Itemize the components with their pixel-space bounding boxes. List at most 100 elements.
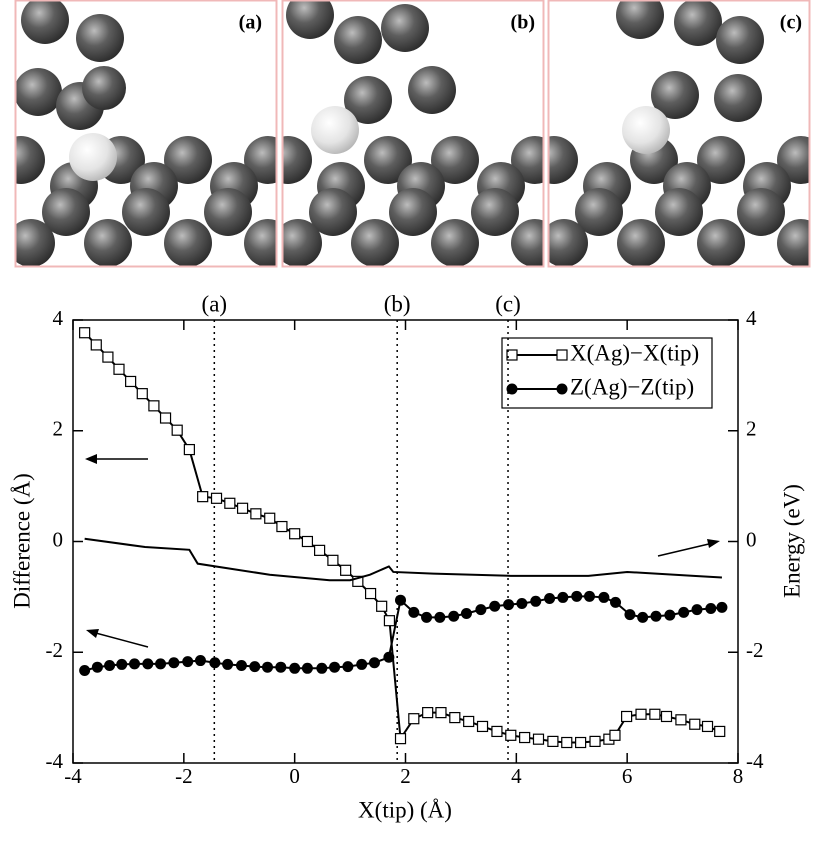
marker: [262, 661, 274, 673]
marker: [236, 502, 249, 514]
marker: [589, 735, 601, 748]
marker: [422, 707, 434, 719]
marker: [691, 604, 703, 616]
marker: [476, 720, 489, 733]
marker: [561, 736, 573, 749]
marker: [79, 327, 91, 339]
marker: [516, 598, 528, 610]
marker: [675, 714, 687, 726]
y2-tick-label: 0: [746, 527, 757, 551]
marker: [275, 661, 287, 673]
marker: [491, 725, 503, 738]
y2-axis-title: Energy (eV): [779, 484, 804, 598]
marker: [421, 611, 433, 623]
marker: [148, 400, 160, 412]
marker: [171, 424, 183, 436]
marker: [408, 606, 420, 618]
x-tick-label: 2: [400, 764, 411, 788]
marker: [557, 591, 569, 603]
panel-c: [549, 1, 809, 266]
annotation-label: (a): [202, 291, 228, 316]
marker: [91, 661, 103, 673]
marker: [532, 733, 545, 745]
marker: [575, 736, 587, 749]
marker: [624, 609, 636, 621]
y2-tick-label: -2: [746, 638, 764, 662]
marker: [503, 599, 515, 611]
marker: [113, 363, 125, 375]
legend-label: Z(Ag)−Z(tip): [570, 374, 694, 399]
y-tick-label: 4: [53, 306, 64, 330]
x-tick-label: 6: [622, 764, 633, 788]
marker: [368, 657, 380, 669]
x-axis-title: X(tip) (Å): [358, 797, 452, 822]
marker: [571, 590, 583, 602]
series-line: [84, 537, 722, 582]
marker: [714, 725, 726, 738]
marker: [556, 383, 568, 395]
marker: [159, 412, 172, 424]
panel-label: (c): [780, 12, 802, 34]
marker: [463, 715, 475, 728]
marker: [506, 383, 518, 395]
panel-label: (a): [239, 12, 262, 34]
y2-tick-label: 2: [746, 417, 757, 441]
y-tick-label: -4: [46, 749, 64, 773]
marker: [435, 707, 447, 719]
marker: [609, 729, 621, 741]
marker: [395, 594, 407, 606]
marker: [489, 600, 501, 612]
marker: [90, 339, 102, 351]
marker: [142, 658, 154, 670]
panel-a: [16, 1, 276, 266]
y-tick-label: 0: [53, 527, 64, 551]
marker: [264, 512, 276, 524]
x-tick-label: 0: [289, 764, 300, 788]
marker: [364, 587, 377, 600]
marker: [376, 600, 388, 612]
marker: [183, 443, 195, 456]
marker: [678, 606, 690, 618]
x-tick-label: 4: [511, 764, 522, 788]
legend: X(Ag)−X(tip) Z(Ag)−Z(tip): [501, 337, 713, 409]
marker: [129, 658, 141, 670]
marker: [610, 596, 622, 608]
marker: [701, 720, 714, 733]
marker: [182, 656, 194, 668]
marker: [289, 662, 301, 674]
y-axis-title: Difference (Å): [9, 473, 34, 609]
marker: [356, 658, 368, 670]
marker: [79, 665, 91, 677]
marker: [125, 375, 137, 388]
marker: [197, 491, 209, 503]
y2-tick-label: -4: [746, 749, 764, 773]
marker: [583, 590, 595, 602]
marker: [194, 655, 206, 667]
annotation-label: (c): [495, 291, 521, 316]
marker: [547, 735, 559, 748]
marker: [116, 658, 128, 670]
marker: [301, 535, 314, 548]
marker: [383, 651, 395, 663]
marker: [449, 711, 461, 724]
panel-frame: [281, 0, 545, 268]
marker: [621, 710, 633, 723]
legend-label: X(Ag)−X(tip): [570, 340, 699, 365]
marker: [660, 710, 673, 723]
marker: [102, 351, 114, 363]
marker: [649, 708, 661, 720]
legend-box: [501, 337, 713, 409]
marker: [506, 349, 518, 361]
series-line: [84, 595, 723, 672]
marker: [314, 544, 326, 556]
marker: [235, 660, 247, 672]
marker: [556, 349, 568, 361]
marker: [598, 591, 610, 603]
marker: [716, 601, 728, 613]
marker: [475, 604, 487, 616]
marker: [209, 657, 221, 669]
marker: [408, 713, 420, 725]
marker: [650, 610, 662, 622]
marker: [637, 611, 649, 623]
